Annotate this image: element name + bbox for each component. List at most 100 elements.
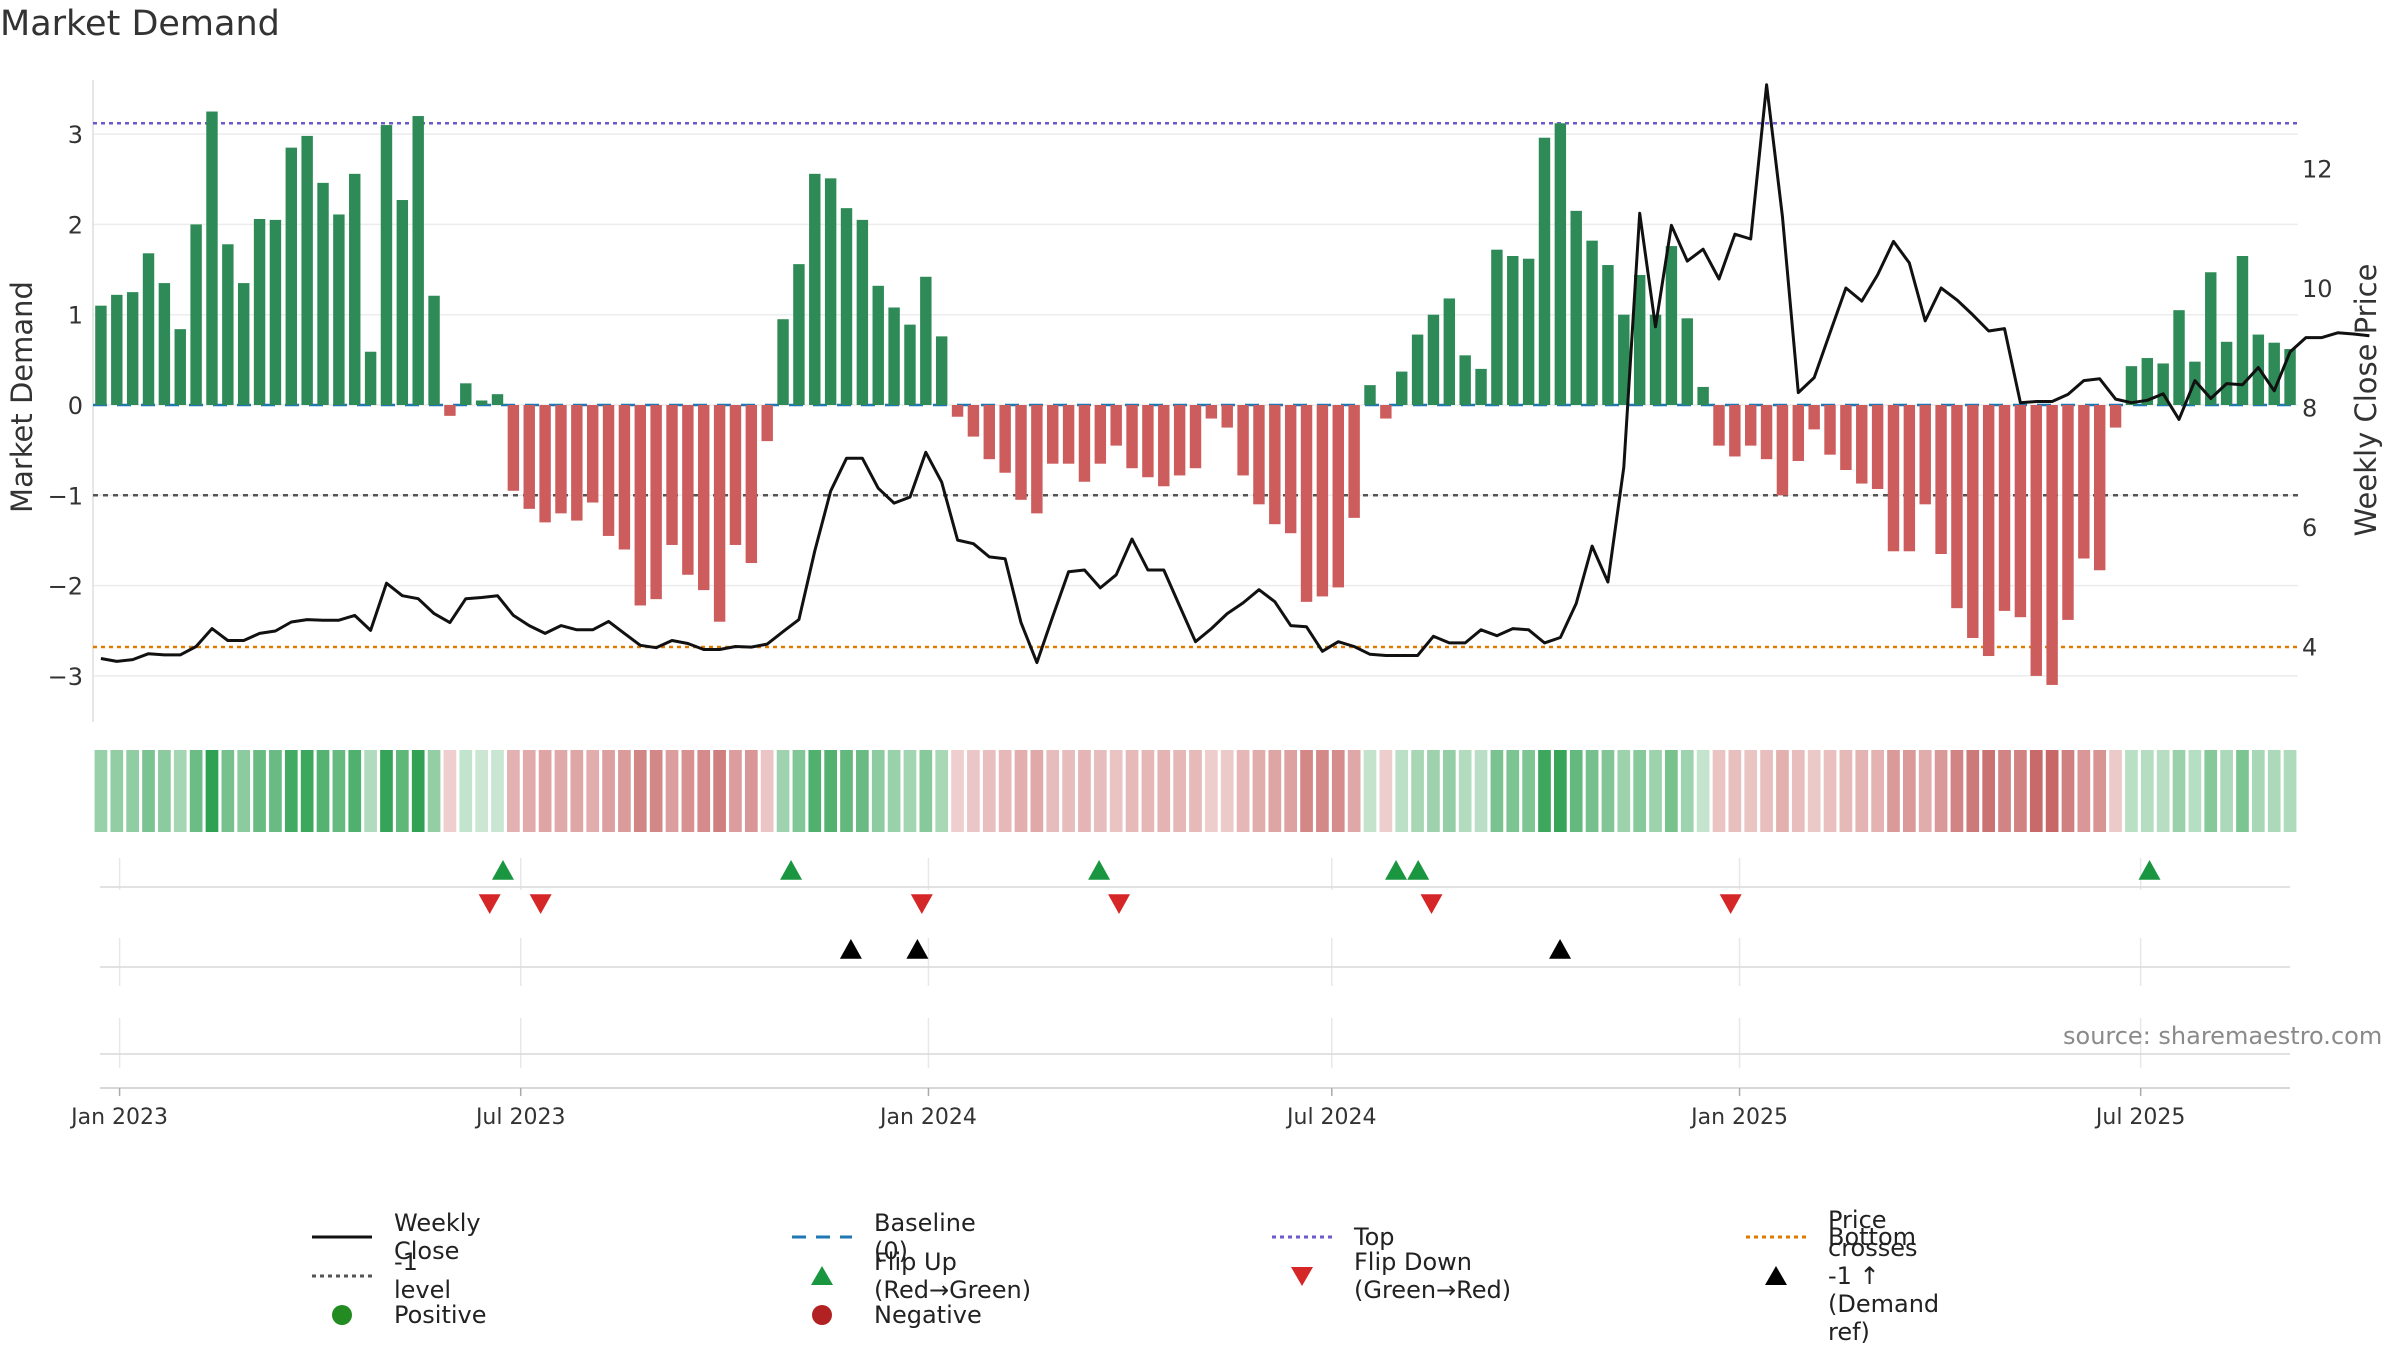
demand-heat-cell	[142, 750, 155, 832]
demand-bar	[1570, 210, 1582, 405]
demand-bar	[444, 405, 456, 416]
x-tick-label: Jul 2024	[1285, 1105, 1377, 1130]
x-tick-label: Jan 2024	[878, 1105, 977, 1130]
legend-label-top: Top	[1354, 1223, 1395, 1251]
demand-bar	[920, 276, 932, 405]
demand-heat-cell	[1839, 750, 1853, 832]
demand-heat-cell	[744, 750, 758, 832]
demand-bar	[1507, 256, 1519, 405]
demand-bar	[1919, 405, 1931, 505]
demand-heat-cell	[1696, 750, 1710, 832]
demand-heat-cell	[840, 750, 853, 832]
demand-bar	[1047, 405, 1059, 464]
x-tick-label: Jan 2025	[1689, 1105, 1788, 1130]
demand-bar	[1316, 405, 1329, 597]
demand-heat-cell	[856, 750, 869, 832]
demand-heat-cell	[2156, 750, 2170, 832]
demand-bar	[666, 405, 678, 545]
legend-triangle	[1765, 1266, 1787, 1285]
demand-heat-cell	[570, 750, 584, 832]
demand-heat-cell	[618, 750, 631, 832]
y-right-tick-label: 12	[2302, 156, 2333, 184]
demand-heat-cell	[1585, 750, 1599, 832]
demand-bar	[460, 383, 472, 405]
demand-bar	[1205, 405, 1218, 419]
demand-heat-cell	[1760, 750, 1773, 832]
demand-bar	[1221, 405, 1233, 428]
demand-bar	[1253, 405, 1265, 505]
demand-bar	[967, 405, 980, 437]
demand-heat-cell	[221, 750, 235, 832]
legend-label-baseline: Baseline (0)	[874, 1209, 976, 1265]
y-left-tick-label: −1	[48, 482, 83, 510]
demand-heat-cell	[1918, 750, 1932, 832]
demand-heat-cell	[348, 750, 362, 832]
demand-heat-cell	[1855, 750, 1869, 832]
demand-heat-cell	[760, 750, 774, 832]
demand-heat-cell	[1379, 750, 1393, 832]
demand-bar	[1269, 405, 1281, 525]
demand-bar	[1522, 258, 1535, 405]
legend-triangle	[811, 1266, 833, 1285]
legend-swatch-graphic	[312, 1274, 372, 1278]
demand-heat-cell	[1776, 750, 1789, 832]
demand-bar	[2078, 405, 2090, 559]
demand-bar	[1411, 334, 1424, 405]
demand-heat-cell	[1157, 750, 1171, 832]
legend-swatch-minus1	[310, 1259, 374, 1293]
legend-item-minus1: -1 level	[310, 1248, 451, 1304]
demand-bar	[2093, 405, 2106, 571]
demand-bar	[95, 305, 107, 405]
demand-bar	[396, 200, 409, 405]
demand-bar	[555, 405, 567, 514]
demand-bar	[2268, 342, 2280, 405]
demand-bar	[650, 405, 662, 600]
demand-bar	[1142, 405, 1154, 478]
demand-bar	[1459, 355, 1471, 405]
legend-label-flip-up: Flip Up (Red→Green)	[874, 1248, 1032, 1304]
demand-heat-cell	[173, 750, 187, 832]
demand-bar	[2141, 358, 2154, 405]
demand-heat-cell	[237, 750, 251, 832]
flip-down-marker	[910, 894, 933, 914]
demand-bar	[729, 405, 742, 545]
demand-heat-cell	[1871, 750, 1884, 832]
demand-bar	[317, 182, 329, 405]
demand-heat-cell	[364, 750, 377, 832]
demand-bar	[523, 405, 535, 509]
demand-heat-cell	[887, 750, 901, 832]
demand-bar	[1665, 246, 1678, 405]
demand-heat-cell	[1807, 750, 1821, 832]
demand-bar	[2220, 341, 2233, 405]
price-cross-marker	[839, 939, 862, 959]
demand-bar	[602, 405, 615, 536]
demand-heat-cell	[729, 750, 742, 832]
y-left-tick-label: 1	[68, 302, 83, 330]
demand-bar	[475, 400, 488, 405]
demand-bar	[618, 405, 631, 550]
demand-heat-cell	[1474, 750, 1488, 832]
legend-swatch-weekly-close	[310, 1220, 374, 1254]
legend-swatch-positive	[310, 1298, 374, 1332]
demand-heat-cell	[2220, 750, 2233, 832]
demand-heat-cell	[1490, 750, 1504, 832]
flip-down-marker	[478, 894, 501, 914]
demand-bar	[983, 405, 995, 460]
demand-bar	[190, 224, 202, 405]
demand-bar	[1951, 405, 1963, 609]
demand-bar	[713, 405, 726, 622]
demand-heat-cell	[792, 750, 806, 832]
price-cross-marker	[1549, 939, 1572, 959]
legend-label-flip-down: Flip Down (Green→Red)	[1354, 1248, 1512, 1304]
demand-bar	[285, 147, 298, 405]
flip-down-marker	[1108, 894, 1131, 914]
demand-bar	[1998, 405, 2011, 611]
demand-bar	[999, 405, 1011, 473]
demand-heat-cell	[2109, 750, 2122, 832]
demand-heat-cell	[158, 750, 171, 832]
demand-heat-cell	[1093, 750, 1107, 832]
demand-heat-cell	[2045, 750, 2059, 832]
demand-bar	[634, 405, 646, 606]
weekly-close-line	[100, 83, 2370, 665]
flip-up-marker	[2138, 860, 2161, 880]
